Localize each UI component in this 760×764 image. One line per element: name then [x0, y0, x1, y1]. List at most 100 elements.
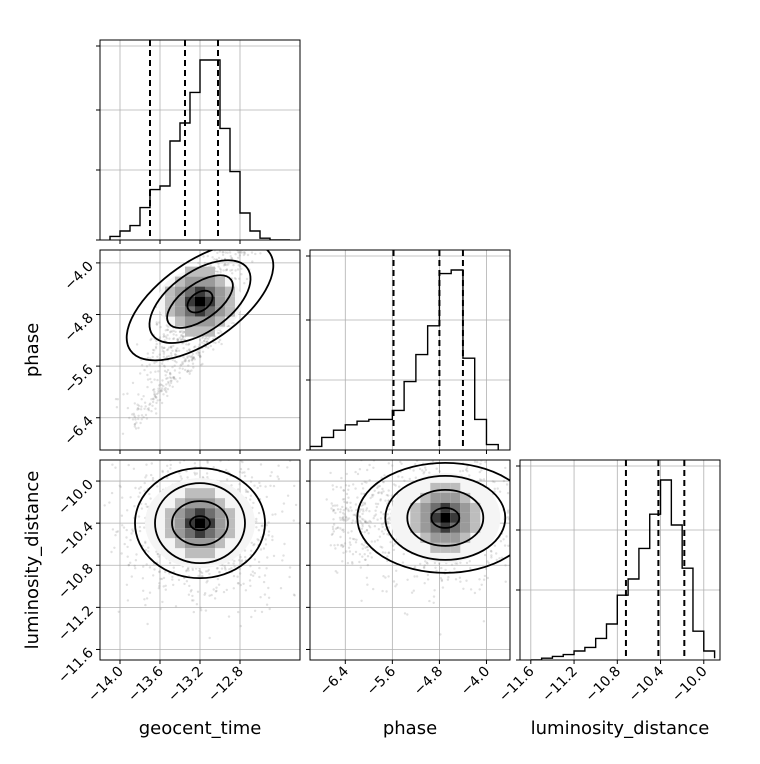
scatter-point	[168, 384, 171, 387]
density-cell	[205, 296, 215, 307]
scatter-point	[229, 229, 231, 231]
scatter-point	[191, 362, 195, 365]
scatter-point	[252, 501, 255, 505]
scatter-point	[163, 346, 166, 350]
scatter-point	[230, 235, 232, 237]
scatter-point	[171, 365, 174, 369]
scatter-point	[205, 472, 209, 475]
scatter-point	[400, 462, 403, 465]
scatter-point	[121, 496, 124, 499]
scatter-point	[143, 401, 147, 404]
scatter-point	[225, 468, 228, 472]
scatter-point	[168, 456, 170, 458]
scatter-point	[459, 561, 462, 564]
scatter-point	[476, 460, 479, 464]
scatter-point	[223, 565, 226, 568]
density-cell	[195, 296, 205, 307]
scatter-point	[288, 575, 291, 579]
scatter-point	[125, 536, 128, 539]
scatter-point	[241, 227, 243, 229]
scatter-point	[152, 574, 155, 577]
scatter-point	[121, 524, 124, 527]
scatter-point	[441, 586, 445, 589]
scatter-point	[188, 342, 191, 346]
density-cell	[450, 512, 461, 523]
scatter-point	[167, 355, 171, 358]
scatter-point	[199, 355, 202, 359]
scatter-point	[136, 407, 140, 410]
scatter-point	[113, 546, 116, 549]
scatter-point	[169, 379, 172, 383]
scatter-point	[177, 349, 181, 352]
scatter-point	[187, 343, 190, 346]
scatter-point	[332, 510, 335, 513]
scatter-point	[401, 561, 405, 564]
scatter-point	[339, 508, 342, 511]
scatter-point	[377, 528, 381, 531]
scatter-point	[465, 579, 468, 582]
scatter-point	[160, 577, 164, 581]
scatter-point	[198, 354, 201, 357]
scatter-point	[186, 476, 189, 479]
scatter-point	[481, 436, 483, 438]
scatter-point	[197, 574, 200, 578]
scatter-point	[387, 526, 391, 529]
scatter-point	[424, 468, 428, 472]
scatter-point	[249, 498, 252, 501]
scatter-point	[285, 194, 287, 196]
scatter-point	[269, 484, 272, 487]
scatter-point	[360, 504, 363, 507]
density-cell	[205, 266, 215, 277]
scatter-point	[527, 487, 529, 489]
scatter-point	[507, 516, 510, 519]
scatter-point	[382, 575, 385, 578]
scatter-point	[403, 479, 406, 482]
scatter-point	[361, 555, 364, 558]
scatter-point	[157, 391, 160, 394]
scatter-point	[347, 517, 351, 520]
scatter-point	[166, 348, 169, 352]
scatter-point	[259, 484, 262, 488]
scatter-point	[170, 376, 173, 380]
scatter-point	[166, 388, 170, 391]
scatter-point	[204, 570, 208, 573]
scatter-point	[232, 587, 235, 590]
scatter-point	[254, 210, 256, 212]
scatter-point	[491, 480, 494, 483]
scatter-point	[215, 258, 219, 261]
scatter-point	[219, 330, 223, 333]
scatter-point	[370, 540, 373, 543]
scatter-point	[461, 469, 465, 473]
scatter-point	[181, 331, 185, 335]
scatter-point	[243, 474, 247, 478]
scatter-point	[512, 474, 514, 476]
scatter-point	[249, 207, 251, 209]
contour-line	[166, 274, 234, 329]
scatter-point	[344, 515, 348, 518]
scatter-point	[361, 517, 364, 521]
scatter-point	[378, 535, 382, 538]
scatter-point	[151, 400, 155, 404]
scatter-point	[428, 471, 431, 474]
scatter-point	[440, 579, 444, 583]
scatter-point	[230, 236, 232, 238]
scatter-point	[108, 442, 110, 444]
density-cell	[175, 528, 185, 539]
scatter-point	[137, 414, 140, 417]
density-cell	[175, 276, 185, 287]
scatter-point	[342, 509, 345, 512]
scatter-point	[216, 270, 220, 273]
scatter-point	[122, 526, 126, 529]
scatter-point	[277, 477, 280, 481]
scatter-point	[137, 426, 140, 430]
scatter-point	[206, 579, 209, 583]
scatter-point	[213, 597, 217, 600]
x-tick-label: −11.2	[539, 664, 581, 706]
scatter-point	[361, 501, 365, 504]
y-tick-label: −6.4	[61, 413, 96, 448]
scatter-point	[349, 543, 352, 546]
scatter-point	[137, 393, 140, 396]
density-cell	[450, 492, 461, 503]
scatter-point	[217, 256, 221, 260]
scatter-point	[376, 502, 380, 506]
